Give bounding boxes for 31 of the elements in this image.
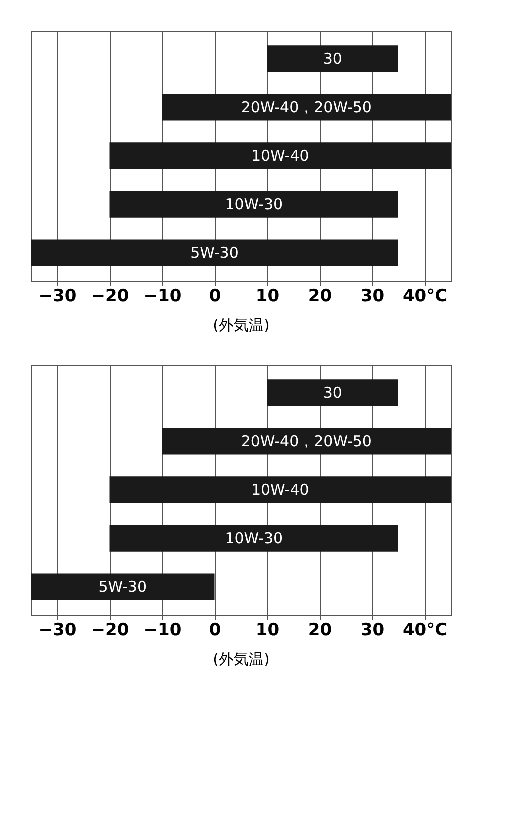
x-tick-label: 40°C bbox=[402, 620, 448, 640]
x-tick-label: 30 bbox=[360, 620, 385, 640]
x-axis-title: (外気温) bbox=[213, 316, 270, 334]
x-tick-label: 40°C bbox=[402, 286, 448, 306]
x-tick-label: −30 bbox=[38, 286, 77, 306]
x-tick-label: −10 bbox=[144, 286, 182, 306]
y-tick-label: 10W-30 bbox=[225, 196, 284, 214]
x-tick-label: 10 bbox=[256, 286, 280, 306]
x-tick-label: 10 bbox=[256, 620, 280, 640]
y-tick-label: 20W-40，20W-50 bbox=[241, 98, 372, 116]
x-tick-label: 20 bbox=[308, 620, 332, 640]
bar bbox=[162, 428, 451, 455]
x-tick-label: −30 bbox=[38, 620, 77, 640]
x-tick-label: 20 bbox=[308, 286, 332, 306]
y-tick-label: 5W-30 bbox=[190, 244, 239, 262]
x-tick-label: 30 bbox=[360, 286, 385, 306]
y-tick-label: 10W-30 bbox=[225, 530, 284, 548]
x-tick-label: −10 bbox=[144, 620, 182, 640]
x-axis-title: (外気温) bbox=[213, 650, 270, 668]
y-tick-label: 10W-40 bbox=[251, 481, 310, 499]
x-tick-label: −20 bbox=[91, 286, 130, 306]
y-tick-label: 10W-40 bbox=[251, 147, 310, 165]
x-tick-label: 0 bbox=[209, 620, 222, 640]
bar bbox=[110, 476, 451, 504]
bar bbox=[110, 525, 398, 552]
bar bbox=[267, 380, 398, 406]
x-tick-label: −20 bbox=[91, 620, 130, 640]
y-tick-label: 5W-30 bbox=[98, 578, 148, 596]
bar bbox=[31, 574, 215, 600]
x-tick-label: 0 bbox=[209, 286, 222, 306]
y-tick-label: 20W-40，20W-50 bbox=[241, 432, 372, 450]
